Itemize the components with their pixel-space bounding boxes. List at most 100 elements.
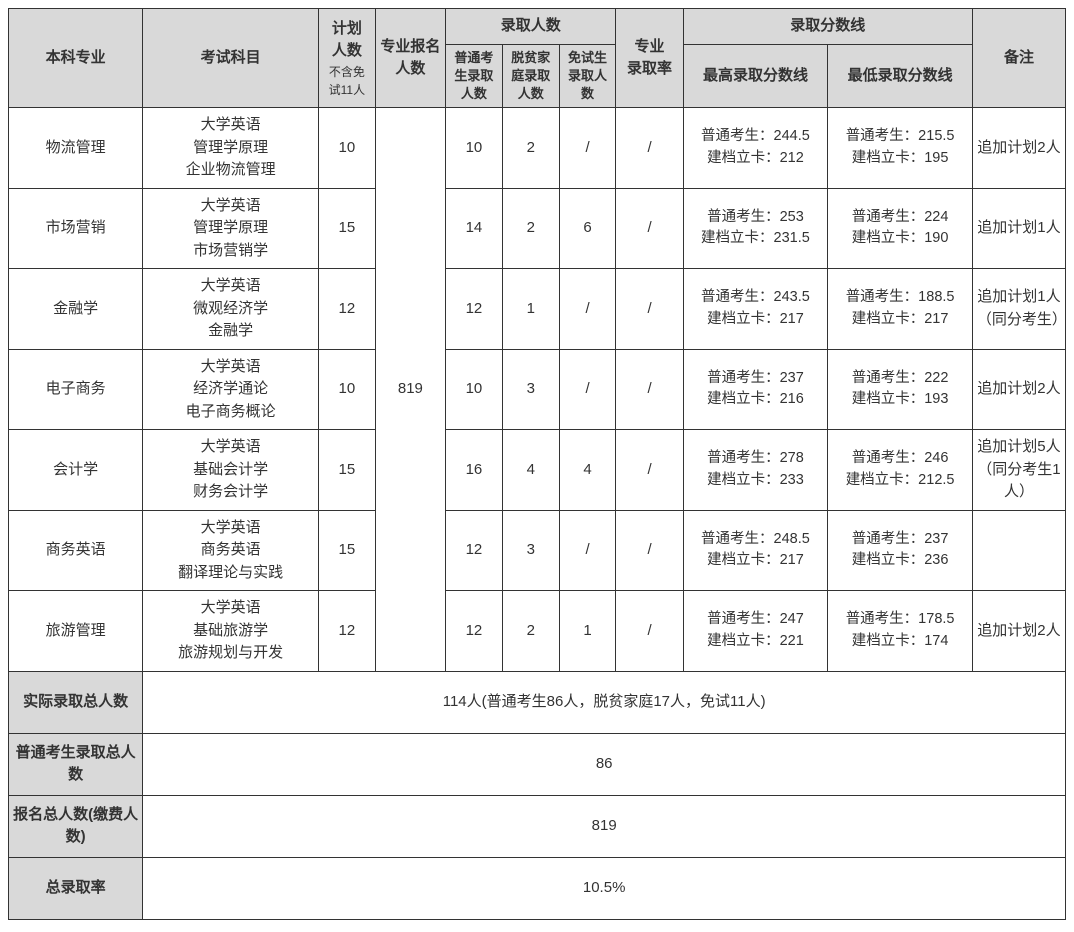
cell-plan: 12: [318, 591, 375, 672]
cell-rate: /: [616, 510, 683, 591]
cell-admit-normal: 12: [446, 269, 503, 350]
table-row: 电子商务大学英语经济学通论电子商务概论10103//普通考生：237建档立卡：2…: [9, 349, 1066, 430]
cell-subjects: 大学英语经济学通论电子商务概论: [143, 349, 319, 430]
cell-score-max: 普通考生：243.5建档立卡：217: [683, 269, 828, 350]
cell-subjects: 大学英语基础会计学财务会计学: [143, 430, 319, 511]
summary-value: 114人(普通考生86人，脱贫家庭17人，免试11人): [143, 671, 1066, 733]
cell-admit-poverty: 4: [502, 430, 559, 511]
subheader-admit-exempt: 免试生录取人数: [559, 44, 616, 108]
cell-admit-poverty: 3: [502, 510, 559, 591]
cell-score-min: 普通考生：188.5建档立卡：217: [828, 269, 973, 350]
cell-note: 追加计划2人: [972, 349, 1065, 430]
cell-subjects: 大学英语微观经济学金融学: [143, 269, 319, 350]
table-row: 旅游管理大学英语基础旅游学旅游规划与开发121221/普通考生：247建档立卡：…: [9, 591, 1066, 672]
cell-subjects: 大学英语商务英语翻译理论与实践: [143, 510, 319, 591]
table-row: 会计学大学英语基础会计学财务会计学151644/普通考生：278建档立卡：233…: [9, 430, 1066, 511]
cell-note: 追加计划5人（同分考生1人）: [972, 430, 1065, 511]
cell-score-max: 普通考生：248.5建档立卡：217: [683, 510, 828, 591]
subheader-admit-poverty: 脱贫家庭录取人数: [502, 44, 559, 108]
header-applicants: 专业报名人数: [375, 9, 445, 108]
cell-subjects: 大学英语管理学原理企业物流管理: [143, 108, 319, 189]
cell-major: 物流管理: [9, 108, 143, 189]
table-row: 商务英语大学英语商务英语翻译理论与实践15123//普通考生：248.5建档立卡…: [9, 510, 1066, 591]
admissions-table: 本科专业 考试科目 计划人数 不含免试11人 专业报名人数 录取人数 专业录取率…: [8, 8, 1066, 920]
table-header: 本科专业 考试科目 计划人数 不含免试11人 专业报名人数 录取人数 专业录取率…: [9, 9, 1066, 108]
cell-note: [972, 510, 1065, 591]
cell-plan: 15: [318, 430, 375, 511]
cell-score-min: 普通考生：237建档立卡：236: [828, 510, 973, 591]
summary-row: 普通考生录取总人数86: [9, 733, 1066, 795]
table-row: 金融学大学英语微观经济学金融学12121//普通考生：243.5建档立卡：217…: [9, 269, 1066, 350]
summary-row: 实际录取总人数114人(普通考生86人，脱贫家庭17人，免试11人): [9, 671, 1066, 733]
cell-plan: 10: [318, 349, 375, 430]
table-row: 市场营销大学英语管理学原理市场营销学15 1426/普通考生：253建档立卡：23…: [9, 188, 1066, 269]
cell-admit-normal: 14: [446, 188, 503, 269]
table-row: 物流管理大学英语管理学原理企业物流管理10819102//普通考生：244.5建…: [9, 108, 1066, 189]
cell-major: 会计学: [9, 430, 143, 511]
cell-subjects: 大学英语基础旅游学旅游规划与开发: [143, 591, 319, 672]
cell-rate: /: [616, 188, 683, 269]
cell-admit-poverty: 1: [502, 269, 559, 350]
cell-admit-normal: 10: [446, 108, 503, 189]
cell-subjects: 大学英语管理学原理市场营销学: [143, 188, 319, 269]
cell-major: 旅游管理: [9, 591, 143, 672]
header-score-group: 录取分数线: [683, 9, 972, 45]
summary-label: 普通考生录取总人数: [9, 733, 143, 795]
cell-admit-poverty: 2: [502, 188, 559, 269]
cell-score-min: 普通考生：224建档立卡：190: [828, 188, 973, 269]
cell-major: 电子商务: [9, 349, 143, 430]
cell-admit-poverty: 2: [502, 108, 559, 189]
cell-rate: /: [616, 269, 683, 350]
cell-rate: /: [616, 108, 683, 189]
cell-note: 追加计划1人（同分考生）: [972, 269, 1065, 350]
header-plan: 计划人数 不含免试11人: [318, 9, 375, 108]
cell-plan: 10: [318, 108, 375, 189]
cell-score-min: 普通考生：178.5建档立卡：174: [828, 591, 973, 672]
cell-score-min: 普通考生：246建档立卡：212.5: [828, 430, 973, 511]
cell-major: 金融学: [9, 269, 143, 350]
cell-rate: /: [616, 349, 683, 430]
cell-note: 追加计划1人: [972, 188, 1065, 269]
summary-value: 10.5%: [143, 857, 1066, 919]
cell-admit-exempt: /: [559, 269, 616, 350]
cell-major: 市场营销: [9, 188, 143, 269]
cell-major: 商务英语: [9, 510, 143, 591]
cell-admit-exempt: 6: [559, 188, 616, 269]
header-admitted-group: 录取人数: [446, 9, 616, 45]
cell-rate: /: [616, 430, 683, 511]
cell-note: 追加计划2人: [972, 108, 1065, 189]
header-plan-title: 计划人数: [323, 18, 371, 63]
cell-admit-normal: 12: [446, 591, 503, 672]
cell-admit-poverty: 3: [502, 349, 559, 430]
cell-admit-exempt: /: [559, 510, 616, 591]
cell-score-max: 普通考生：278建档立卡：233: [683, 430, 828, 511]
header-major: 本科专业: [9, 9, 143, 108]
cell-admit-normal: 12: [446, 510, 503, 591]
header-rate: 专业录取率: [616, 9, 683, 108]
header-plan-note: 不含免试11人: [323, 63, 371, 99]
summary-row: 报名总人数(缴费人数)819: [9, 795, 1066, 857]
subheader-score-max: 最高录取分数线: [683, 44, 828, 108]
cell-admit-normal: 16: [446, 430, 503, 511]
subheader-score-min: 最低录取分数线: [828, 44, 973, 108]
cell-admit-exempt: 4: [559, 430, 616, 511]
cell-score-max: 普通考生：244.5建档立卡：212: [683, 108, 828, 189]
cell-score-min: 普通考生：215.5建档立卡：195: [828, 108, 973, 189]
summary-label: 实际录取总人数: [9, 671, 143, 733]
cell-admit-exempt: /: [559, 108, 616, 189]
cell-note: 追加计划2人: [972, 591, 1065, 672]
header-note: 备注: [972, 9, 1065, 108]
cell-admit-normal: 10: [446, 349, 503, 430]
cell-admit-exempt: /: [559, 349, 616, 430]
header-subjects: 考试科目: [143, 9, 319, 108]
summary-label: 报名总人数(缴费人数): [9, 795, 143, 857]
table-body: 物流管理大学英语管理学原理企业物流管理10819102//普通考生：244.5建…: [9, 108, 1066, 920]
cell-score-max: 普通考生：247建档立卡：221: [683, 591, 828, 672]
cell-score-max: 普通考生：237建档立卡：216: [683, 349, 828, 430]
summary-row: 总录取率10.5%: [9, 857, 1066, 919]
cell-admit-poverty: 2: [502, 591, 559, 672]
cell-plan: 15: [318, 188, 375, 269]
cell-applicants-total: 819: [375, 108, 445, 672]
cell-score-max: 普通考生：253建档立卡：231.5: [683, 188, 828, 269]
cell-rate: /: [616, 591, 683, 672]
